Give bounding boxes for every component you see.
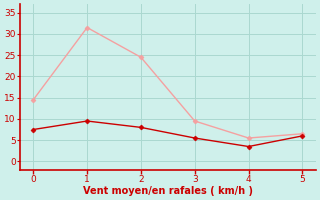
X-axis label: Vent moyen/en rafales ( km/h ): Vent moyen/en rafales ( km/h ) [83,186,253,196]
